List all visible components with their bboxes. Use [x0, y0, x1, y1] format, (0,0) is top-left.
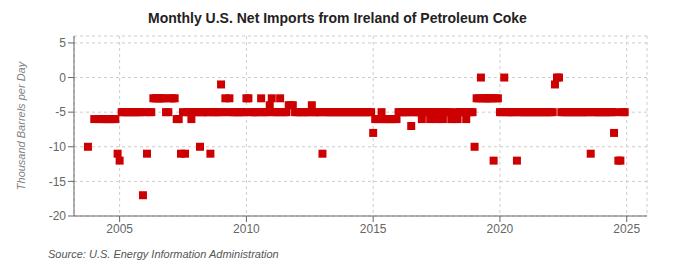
svg-text:-15: -15	[49, 175, 67, 189]
svg-text:5: 5	[59, 36, 66, 50]
svg-text:2010: 2010	[233, 222, 260, 236]
svg-text:2005: 2005	[106, 222, 133, 236]
svg-text:2015: 2015	[360, 222, 387, 236]
html-text:Source: U.S. Energy Informatio: Source: U.S. Energy Information Administ…	[48, 248, 279, 260]
svg-text:Thousand Barrels per Day: Thousand Barrels per Day	[15, 60, 27, 190]
html-text:Monthly U.S. Net Imports from: Monthly U.S. Net Imports from Ireland of…	[148, 10, 527, 26]
svg-text:-20: -20	[49, 209, 67, 223]
svg-text:-10: -10	[49, 140, 67, 154]
svg-text:2025: 2025	[613, 222, 640, 236]
svg-text:2020: 2020	[487, 222, 514, 236]
svg-text:0: 0	[59, 71, 66, 85]
svg-text:-5: -5	[55, 105, 66, 119]
